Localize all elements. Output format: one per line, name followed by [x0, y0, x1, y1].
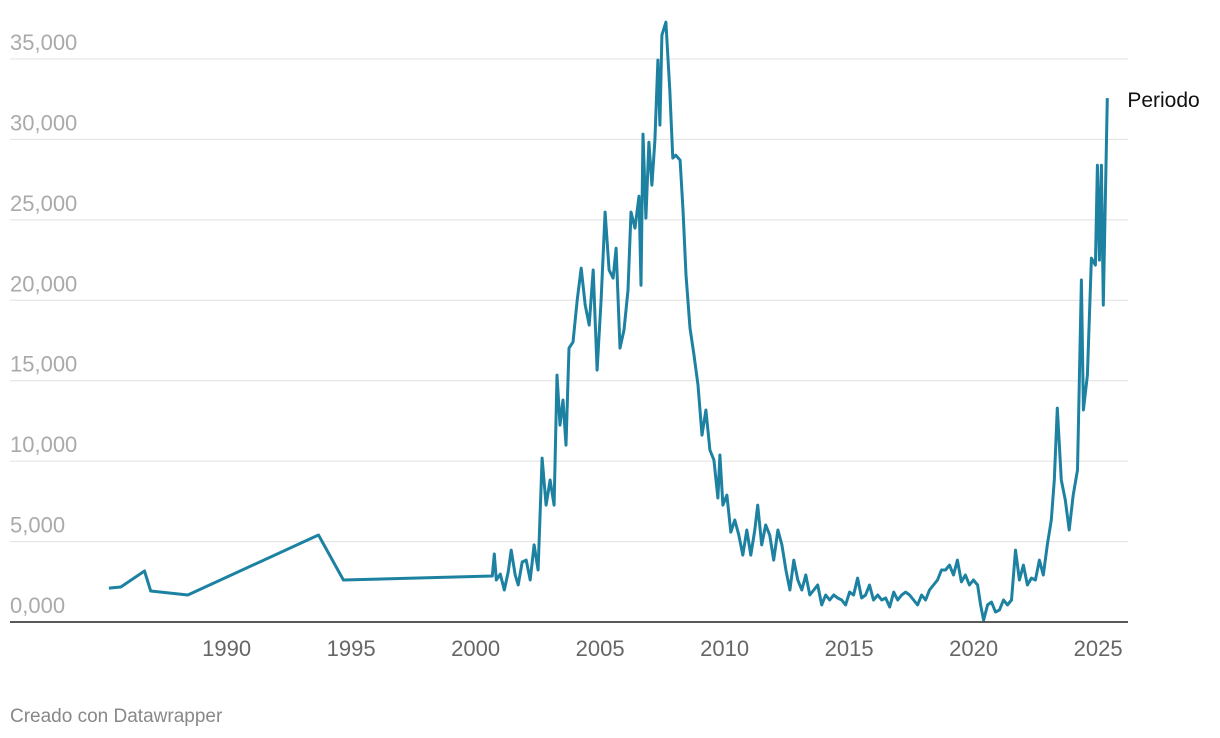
x-tick-label: 2010 — [700, 636, 749, 661]
y-tick-label: 25,000 — [10, 191, 77, 216]
x-tick-label: 1990 — [202, 636, 251, 661]
y-tick-label: 10,000 — [10, 432, 77, 457]
y-tick-label: 0,000 — [10, 593, 65, 618]
line — [108, 20, 1109, 622]
x-tick-label: 2005 — [576, 636, 625, 661]
y-tick-label: 5,000 — [10, 513, 65, 538]
x-tick-label: 1995 — [327, 636, 376, 661]
y-tick-label: 15,000 — [10, 352, 77, 377]
x-tick-label: 2025 — [1074, 636, 1123, 661]
series-label: Periodo — [1127, 89, 1199, 112]
y-tick-label: 35,000 — [10, 30, 77, 55]
y-tick-label: 30,000 — [10, 110, 77, 135]
x-tick-label: 2020 — [949, 636, 998, 661]
x-tick-label: 2000 — [451, 636, 500, 661]
x-tick-label: 2015 — [825, 636, 874, 661]
y-tick-label: 20,000 — [10, 271, 77, 296]
credit: Creado con Datawrapper — [10, 706, 223, 727]
